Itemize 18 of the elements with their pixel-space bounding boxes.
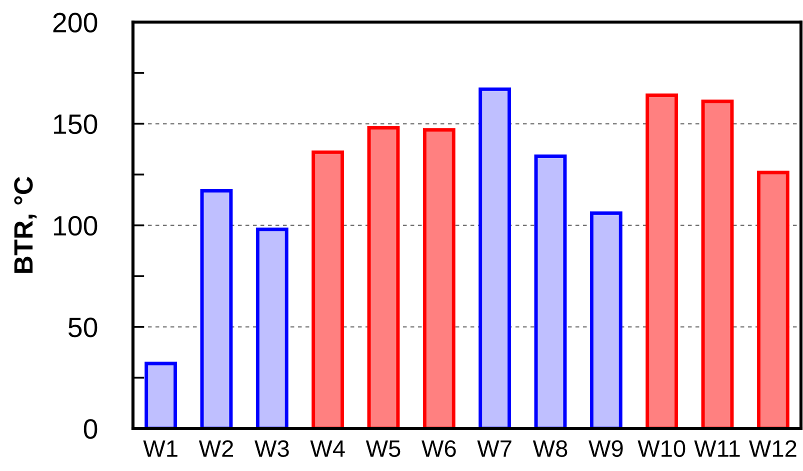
x-tick-label: W11: [694, 440, 740, 457]
x-tick-label: W7: [477, 440, 512, 457]
x-tick-label: W8: [532, 440, 568, 457]
x-tick-label: W4: [310, 440, 345, 457]
x-tick-label: W10: [638, 440, 686, 457]
x-tick-label: W3: [254, 440, 289, 457]
x-tick-label: W12: [748, 440, 796, 457]
x-tick-label: W5: [366, 440, 400, 457]
x-tick-label: W9: [588, 440, 623, 457]
y-tick-label: 50: [68, 318, 98, 338]
x-tick-label: W6: [422, 440, 456, 457]
y-tick-label: 150: [54, 114, 98, 134]
y-tick-label: 0: [84, 419, 98, 439]
x-tick-label: W1: [143, 440, 178, 457]
y-tick-label: 200: [53, 12, 98, 32]
x-tick-label: W2: [198, 440, 233, 457]
y-tick-label: 100: [54, 216, 98, 236]
y-axis-title: BTR, °C: [14, 176, 37, 273]
